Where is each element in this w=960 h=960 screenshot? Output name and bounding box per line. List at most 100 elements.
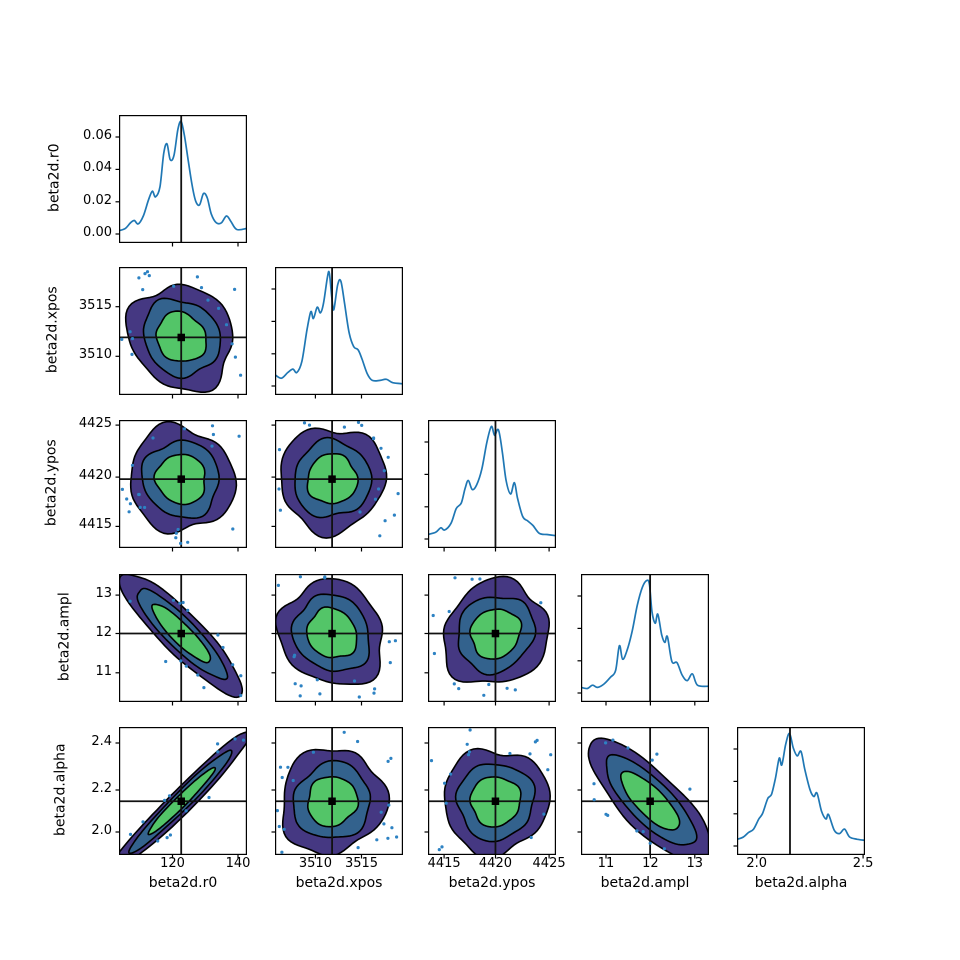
scatter-point	[372, 691, 376, 695]
panel-border	[581, 727, 710, 856]
scatter-point	[147, 274, 151, 278]
scatter-point	[280, 775, 284, 780]
scatter-point	[167, 794, 172, 798]
scatter-points	[276, 575, 397, 699]
y-axis-label: beta2d.xpos	[44, 286, 61, 374]
scatter-point	[298, 575, 302, 579]
scatter-points	[120, 270, 243, 377]
scatter-point	[231, 663, 235, 667]
y-ticks	[577, 595, 581, 694]
scatter-point	[508, 751, 512, 756]
scatter-point	[443, 781, 447, 785]
scatter-point	[513, 688, 517, 692]
scatter-point	[217, 306, 221, 310]
scatter-point	[233, 737, 237, 741]
y-tick-label: 2.0	[91, 822, 112, 838]
x-ticks	[756, 855, 864, 859]
y-ticks	[424, 742, 428, 833]
kde-curve	[119, 120, 247, 232]
scatter-point	[237, 434, 241, 438]
best-fit-marker	[177, 475, 185, 483]
scatter-point	[342, 425, 346, 429]
scatter-point	[138, 505, 142, 509]
scatter-point	[307, 423, 312, 427]
panel-border	[275, 420, 404, 549]
scatter-point	[302, 421, 307, 425]
scatter-point	[143, 272, 147, 276]
scatter-point	[635, 829, 639, 833]
panel-border	[119, 420, 248, 549]
scatter-point	[143, 505, 147, 510]
y-tick-label: 12	[95, 624, 112, 640]
scatter-point	[383, 519, 387, 523]
y-ticks	[115, 742, 119, 833]
panel-kde-ypos	[424, 420, 557, 552]
panel-border	[119, 574, 248, 703]
x-tick-label: 120	[160, 856, 185, 871]
scatter-point	[592, 782, 596, 786]
kde-curve	[428, 425, 556, 537]
scatter-point	[168, 833, 172, 837]
scatter-point	[429, 759, 434, 763]
scatter-points	[431, 576, 543, 697]
scatter-point	[395, 835, 399, 839]
panel-border	[275, 267, 404, 396]
panel-kde-r0	[115, 115, 248, 247]
scatter-point	[393, 639, 397, 643]
scatter-point	[356, 420, 361, 424]
panel-kde-xpos	[271, 267, 404, 399]
scatter-point	[379, 810, 383, 814]
scatter-point	[466, 753, 471, 757]
scatter-point	[176, 527, 180, 532]
x-ticks	[443, 702, 550, 706]
scatter-point	[323, 575, 327, 579]
scatter-point	[120, 487, 124, 491]
y-ticks	[115, 424, 119, 528]
scatter-point	[239, 674, 243, 678]
scatter-point	[650, 758, 654, 762]
scatter-point	[432, 651, 436, 656]
scatter-point	[311, 750, 315, 754]
y-tick-label: 0.04	[83, 160, 112, 176]
x-tick-label: 11	[597, 856, 615, 871]
panel-ypos-vs-ampl	[424, 574, 557, 706]
scatter-point	[467, 750, 472, 754]
x-tick-label: 140	[225, 856, 251, 871]
scatter-point	[141, 288, 145, 292]
scatter-point	[392, 513, 396, 517]
panel-xpos-vs-ypos	[271, 420, 404, 552]
panel-r0-vs-xpos	[115, 267, 248, 399]
scatter-point	[357, 695, 361, 699]
y-ticks	[271, 424, 275, 528]
x-ticks	[171, 548, 239, 552]
scatter-point	[216, 750, 220, 754]
scatter-point	[505, 686, 509, 690]
scatter-point	[130, 352, 134, 356]
y-tick-label: 4420	[78, 468, 112, 484]
scatter-point	[546, 768, 550, 772]
panel-ampl-vs-alpha	[577, 727, 710, 859]
x-tick-label: 4425	[532, 856, 566, 871]
scatter-point	[233, 287, 237, 291]
scatter-point	[468, 728, 472, 732]
y-tick-label: 2.2	[91, 780, 112, 796]
scatter-point	[241, 738, 246, 742]
best-fit-marker	[328, 629, 336, 638]
best-fit-marker	[328, 475, 336, 483]
scatter-point	[127, 510, 131, 514]
panel-r0-vs-ypos	[115, 420, 248, 552]
scatter-point	[277, 487, 281, 491]
scatter-point	[396, 492, 400, 496]
panel-border	[275, 574, 404, 703]
scatter-point	[604, 741, 608, 745]
scatter-point	[447, 609, 451, 614]
y-tick-label: 0.00	[83, 225, 112, 241]
scatter-point	[688, 787, 692, 791]
scatter-point	[358, 510, 362, 514]
y-tick-label: 4415	[78, 517, 112, 533]
x-ticks	[314, 395, 363, 399]
best-fit-marker	[328, 797, 336, 805]
scatter-point	[342, 730, 346, 734]
x-ticks	[605, 702, 696, 706]
scatter-point	[373, 497, 378, 501]
